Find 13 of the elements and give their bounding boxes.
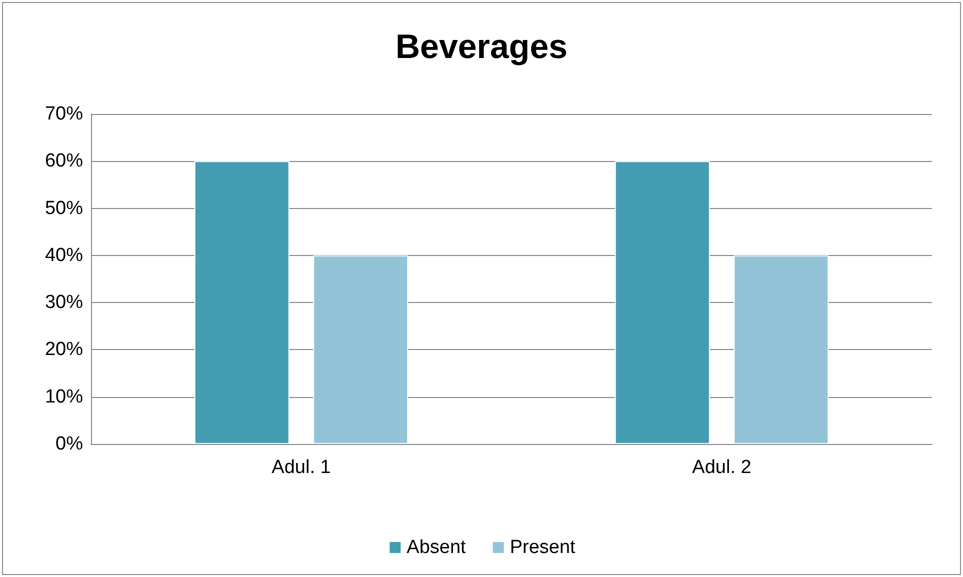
y-tick-label: 0%	[56, 434, 84, 454]
y-tick-label: 10%	[44, 386, 84, 408]
y-tick-label: 70%	[44, 104, 84, 124]
legend-label: Absent	[406, 537, 467, 558]
y-tick-label: 50%	[44, 198, 84, 219]
x-tick-label: Adul. 2	[692, 457, 752, 478]
y-tick-label: 20%	[44, 339, 84, 360]
legend-label: Present	[510, 537, 576, 558]
chart-title: Beverages	[395, 28, 568, 66]
x-tick-label: Adul. 1	[272, 457, 331, 478]
y-tick-label: 40%	[44, 244, 84, 266]
y-tick-label: 60%	[44, 150, 84, 172]
y-tick-label: 30%	[44, 292, 84, 314]
